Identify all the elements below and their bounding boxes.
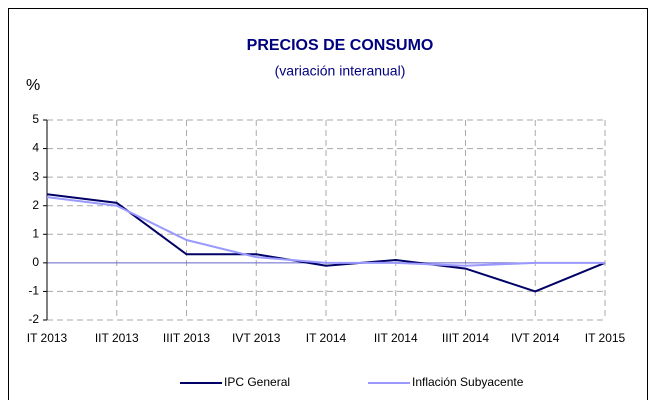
x-tick-label: IIIT 2013 <box>163 331 210 345</box>
chart-frame <box>8 8 648 400</box>
y-tick-label: -1 <box>28 284 39 298</box>
chart-subtitle: (variación interanual) <box>275 63 406 79</box>
x-tick-label: IVT 2013 <box>232 331 281 345</box>
legend-label: IPC General <box>224 375 290 389</box>
x-tick-label: IT 2013 <box>27 331 68 345</box>
x-tick-label: IT 2014 <box>306 331 347 345</box>
series-line <box>46 193 606 293</box>
x-tick-label: IVT 2014 <box>511 331 560 345</box>
y-tick-label: 3 <box>32 169 39 183</box>
series-line <box>46 196 605 267</box>
x-tick-label: IIIT 2014 <box>442 331 489 345</box>
y-axis-label: % <box>26 77 40 94</box>
legend-label: Inflación Subyacente <box>412 375 524 389</box>
x-tick-label: IIT 2014 <box>374 331 418 345</box>
y-tick-label: 5 <box>32 112 39 126</box>
x-tick-label: IT 2015 <box>585 331 626 345</box>
y-tick-label: 1 <box>32 226 39 240</box>
y-tick-label: 2 <box>32 198 39 212</box>
y-tick-label: 0 <box>32 255 39 269</box>
y-tick-label: 4 <box>32 141 39 155</box>
x-tick-label: IIT 2013 <box>95 331 139 345</box>
y-tick-label: -2 <box>28 312 39 326</box>
chart-title: PRECIOS DE CONSUMO <box>247 37 434 54</box>
